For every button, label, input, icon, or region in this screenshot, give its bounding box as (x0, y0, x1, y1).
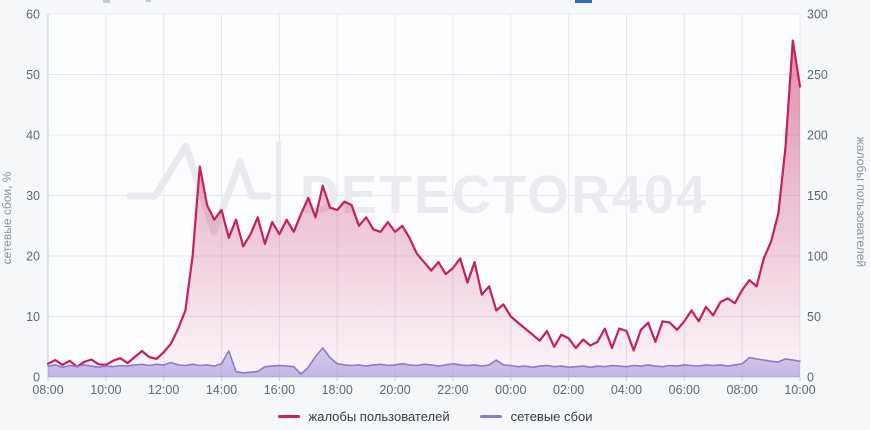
x-tick-label: 14:00 (206, 383, 237, 397)
x-tick-label: 12:00 (148, 383, 179, 397)
right-axis-tick-label: 200 (807, 129, 828, 143)
x-tick-label: 22:00 (437, 383, 468, 397)
left-axis-tick-label: 40 (26, 129, 40, 143)
left-axis-tick-label: 20 (26, 250, 40, 264)
x-tick-label: 10:00 (784, 383, 815, 397)
right-axis-tick-label: 0 (807, 371, 814, 385)
right-axis-tick-label: 300 (807, 8, 828, 22)
complaints-line (46, 39, 802, 368)
x-tick-label: 10:00 (90, 383, 121, 397)
x-tick-label: 00:00 (495, 383, 526, 397)
watermark-text: DETECTOR404 (300, 165, 708, 225)
left-axis-tick-label: 30 (26, 189, 40, 203)
x-tick-label: 06:00 (669, 383, 700, 397)
legend-label-failures: сетевые сбои (510, 408, 593, 424)
left-axis-title: сетевые сбои, % (0, 171, 14, 264)
x-tick-label: 04:00 (611, 383, 642, 397)
cropped-blue-element (575, 0, 592, 3)
right-axis-tick-label: 250 (807, 68, 828, 82)
left-axis-tick-label: 10 (26, 310, 40, 324)
cropped-top-artifacts (103, 0, 592, 3)
watermark-separator (276, 142, 281, 230)
legend-item-failures[interactable]: сетевые сбои (479, 408, 593, 424)
complaints-area (48, 40, 800, 377)
failures-line (47, 347, 801, 375)
legend-label-complaints: жалобы пользователей (308, 408, 450, 424)
right-axis-tick-label: 50 (807, 310, 821, 324)
cropped-text-fragment (146, 0, 151, 2)
failures-line-swatch (479, 414, 502, 418)
watermark: DETECTOR404 (126, 142, 708, 236)
x-tick-label: 08:00 (32, 383, 63, 397)
left-axis-tick-label: 0 (33, 371, 40, 385)
cropped-text-fragment (103, 0, 110, 3)
failures-area (48, 348, 800, 377)
axis-titles: сетевые сбои, % жалобы пользователей (0, 137, 868, 267)
left-axis-tick-label: 60 (26, 8, 40, 22)
x-tick-label: 08:00 (727, 383, 758, 397)
legend-item-complaints[interactable]: жалобы пользователей (277, 408, 450, 424)
x-tick-label: 20:00 (379, 383, 410, 397)
left-axis-tick-label: 50 (26, 68, 40, 82)
legend: жалобы пользователей сетевые сбои (0, 404, 870, 428)
right-axis-tick-label: 150 (807, 189, 828, 203)
right-axis-title: жалобы пользователей (854, 137, 868, 267)
x-tick-label: 18:00 (322, 383, 353, 397)
series-layer (46, 39, 802, 377)
x-tick-label: 16:00 (264, 383, 295, 397)
complaints-line-swatch (277, 414, 300, 418)
x-tick-label: 02:00 (553, 383, 584, 397)
right-axis-tick-label: 100 (807, 250, 828, 264)
